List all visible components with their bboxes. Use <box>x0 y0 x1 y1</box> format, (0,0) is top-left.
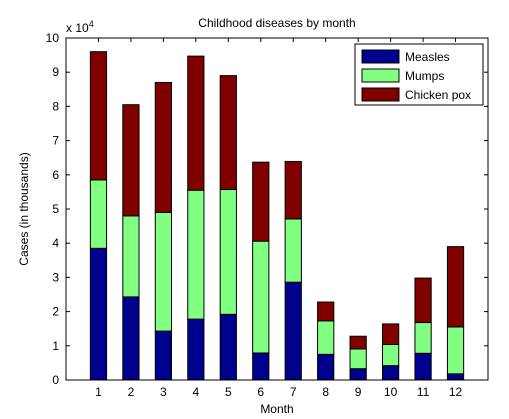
bar-chicken-pox-8 <box>317 301 335 322</box>
bar-chicken-pox-3 <box>154 81 173 213</box>
bar-measles-6 <box>252 352 270 381</box>
bar-mumps-6 <box>252 240 270 354</box>
y-axis: 0 1 2 3 4 5 6 7 8 9 10 <box>46 31 488 387</box>
y-tick-label: 5 <box>52 202 59 216</box>
legend-label-measles: Measles <box>405 50 450 64</box>
y-tick-label: 10 <box>46 31 60 45</box>
legend-swatch-mumps <box>361 68 400 83</box>
bar-mumps-9 <box>349 348 367 370</box>
bar-chicken-pox-2 <box>122 104 140 217</box>
bar-measles-2 <box>122 296 140 381</box>
bar-chicken-pox-4 <box>187 55 205 191</box>
x-tick-label: 7 <box>290 385 297 399</box>
bar-mumps-3 <box>154 211 173 332</box>
x-axis-label: Month <box>260 402 293 416</box>
legend: Measles Mumps Chicken pox <box>354 43 484 106</box>
bar-mumps-11 <box>414 322 432 354</box>
y-tick-label: 2 <box>52 305 59 319</box>
bar-measles-4 <box>187 318 205 381</box>
bar-chicken-pox-11 <box>414 277 432 324</box>
bar-measles-11 <box>414 352 432 381</box>
bar-measles-3 <box>154 330 173 381</box>
x-tick-label: 11 <box>417 385 430 399</box>
bar-chicken-pox-7 <box>284 160 302 220</box>
x-tick-label: 8 <box>322 385 329 399</box>
x-tick-label: 12 <box>449 385 463 399</box>
y-tick-label: 8 <box>52 99 59 113</box>
y-axis-exponent: x 104 <box>66 19 94 35</box>
chart-title: Childhood diseases by month <box>198 16 355 30</box>
y-tick-label: 4 <box>52 236 59 250</box>
bar-mumps-12 <box>446 326 465 375</box>
bar-mumps-1 <box>89 179 108 249</box>
bar-mumps-5 <box>219 189 237 315</box>
x-tick-label: 9 <box>355 385 362 399</box>
legend-swatch-chicken-pox <box>361 87 400 102</box>
bar-chicken-pox-1 <box>89 51 108 181</box>
x-axis: 1 2 3 4 5 6 7 8 9 10 11 12 <box>95 38 463 399</box>
bar-measles-7 <box>284 281 302 381</box>
x-tick-label: 10 <box>384 385 398 399</box>
y-tick-label: 3 <box>52 270 59 284</box>
exponent-base: x 10 <box>66 21 89 35</box>
bar-chicken-pox-5 <box>219 75 237 191</box>
bar-mumps-8 <box>317 320 335 355</box>
bar-mumps-4 <box>187 189 205 320</box>
y-tick-label: 6 <box>52 168 59 182</box>
x-tick-label: 3 <box>160 385 167 399</box>
y-tick-label: 9 <box>52 65 59 79</box>
bar-chicken-pox-6 <box>252 161 270 242</box>
bar-mumps-10 <box>382 343 400 367</box>
exponent-power: 4 <box>89 19 94 29</box>
legend-label-mumps: Mumps <box>405 69 444 83</box>
y-tick-label: 0 <box>52 373 59 387</box>
x-tick-label: 4 <box>193 385 200 399</box>
y-tick-label: 1 <box>52 339 59 353</box>
bar-chicken-pox-10 <box>382 323 400 345</box>
x-tick-label: 2 <box>128 385 135 399</box>
bar-chicken-pox-9 <box>349 335 367 350</box>
y-tick-label: 7 <box>52 134 59 148</box>
x-tick-label: 1 <box>95 385 102 399</box>
x-tick-label: 6 <box>257 385 264 399</box>
bar-chicken-pox-12 <box>446 246 465 328</box>
bar-measles-5 <box>219 313 237 381</box>
bar-measles-1 <box>89 247 108 381</box>
y-axis-label: Cases (in thousands) <box>17 152 31 265</box>
bars <box>89 51 465 381</box>
x-tick-label: 5 <box>225 385 232 399</box>
bar-mumps-7 <box>284 218 302 283</box>
bar-mumps-2 <box>122 215 140 298</box>
legend-swatch-measles <box>361 49 400 64</box>
legend-label-chicken-pox: Chicken pox <box>405 88 471 102</box>
